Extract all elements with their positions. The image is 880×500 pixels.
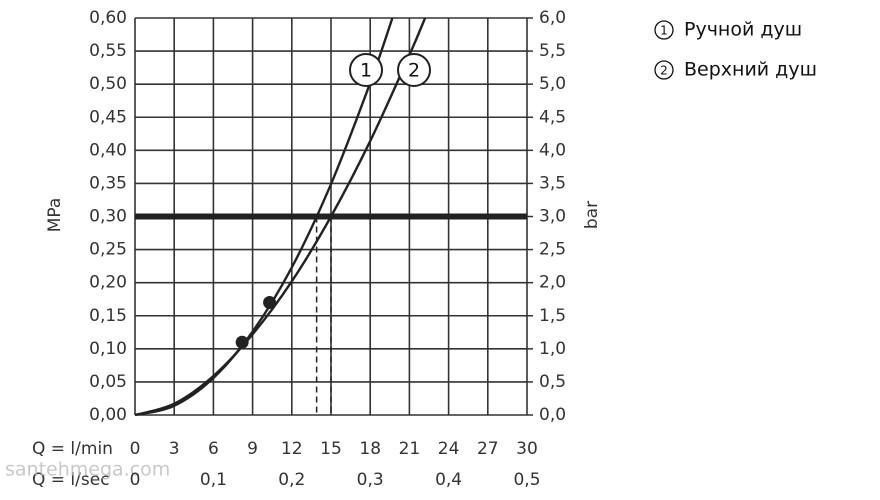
- x-tick-label: 24: [438, 439, 460, 459]
- legend-symbol-label: 1: [660, 24, 668, 38]
- y2-axis-label: bar: [582, 201, 602, 229]
- x-tick-label: 0: [130, 439, 141, 459]
- x-tick-label: 9: [247, 439, 258, 459]
- y2-tick-label: 3,0: [539, 207, 566, 227]
- x-axis-label: Q = l/min: [32, 439, 113, 459]
- y-tick-label: 0,35: [89, 173, 127, 193]
- x-tick-label: 6: [208, 439, 219, 459]
- x2-tick-label: 0,2: [278, 470, 305, 490]
- y-tick-label: 0,50: [89, 74, 127, 94]
- y2-tick-label: 2,5: [539, 240, 566, 260]
- y2-tick-label: 0,5: [539, 372, 566, 392]
- y2-tick-label: 4,0: [539, 140, 566, 160]
- x-tick-label: 21: [399, 439, 421, 459]
- y2-tick-label: 1,0: [539, 339, 566, 359]
- point-marker: [235, 335, 249, 349]
- y-tick-label: 0,45: [89, 107, 127, 127]
- y-tick-label: 0,15: [89, 306, 127, 326]
- y2-tick-label: 4,5: [539, 107, 566, 127]
- y2-tick-label: 0,0: [539, 405, 566, 425]
- point-marker: [263, 296, 277, 310]
- y2-tick-label: 6,0: [539, 8, 566, 28]
- legend-symbol: [654, 60, 674, 80]
- curve: [134, 17, 394, 417]
- y-tick-label: 0,55: [89, 41, 127, 61]
- legend-symbol-label: 2: [660, 64, 668, 78]
- legend-label: Ручной душ: [684, 19, 802, 41]
- legend-label: Верхний душ: [684, 59, 817, 81]
- x2-tick-label: 0,4: [435, 470, 462, 490]
- x-tick-label: 12: [281, 439, 303, 459]
- y-tick-label: 0,00: [89, 405, 127, 425]
- x-tick-label: 15: [320, 439, 342, 459]
- x2-tick-label: 0,1: [200, 470, 227, 490]
- y-tick-label: 0,25: [89, 240, 127, 260]
- y2-tick-label: 5,5: [539, 41, 566, 61]
- y2-tick-label: 5,0: [539, 74, 566, 94]
- curve-label: 1: [360, 60, 372, 82]
- x2-tick-label: 0: [130, 470, 141, 490]
- x-tick-label: 27: [477, 439, 499, 459]
- y-tick-label: 0,60: [89, 8, 127, 28]
- curve: [134, 17, 427, 417]
- x-tick-label: 18: [359, 439, 381, 459]
- y-tick-label: 0,05: [89, 372, 127, 392]
- curve-label: 2: [408, 60, 420, 82]
- watermark: santehmega.com: [5, 459, 170, 481]
- x2-tick-label: 0,5: [513, 470, 540, 490]
- y2-tick-label: 3,5: [539, 173, 566, 193]
- x2-axis-label: Q = l/sec: [32, 470, 110, 490]
- x-tick-label: 30: [516, 439, 538, 459]
- curve-label-circle: [397, 53, 431, 87]
- curve-label-circle: [349, 53, 383, 87]
- y-axis-label: MPa: [45, 198, 65, 233]
- y-tick-label: 0,30: [89, 207, 127, 227]
- x-tick-label: 3: [169, 439, 180, 459]
- y-tick-label: 0,20: [89, 273, 127, 293]
- y-tick-label: 0,10: [89, 339, 127, 359]
- legend-symbol: [654, 20, 674, 40]
- y2-tick-label: 2,0: [539, 273, 566, 293]
- x2-tick-label: 0,3: [357, 470, 384, 490]
- y-tick-label: 0,40: [89, 140, 127, 160]
- y2-tick-label: 1,5: [539, 306, 566, 326]
